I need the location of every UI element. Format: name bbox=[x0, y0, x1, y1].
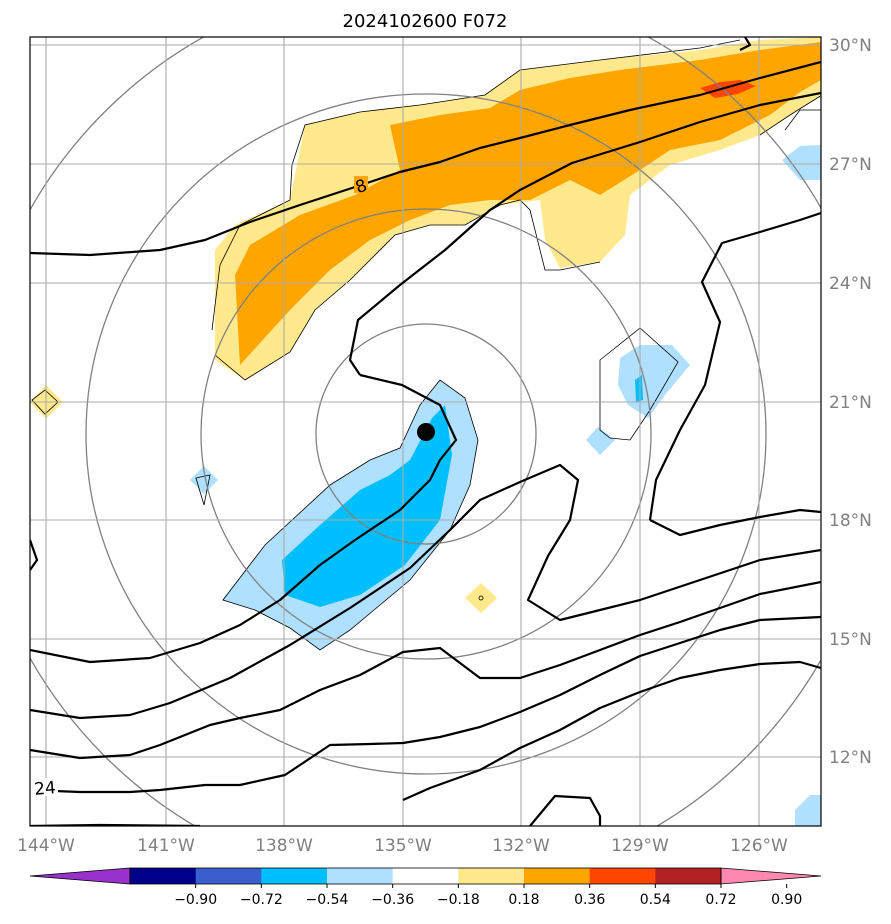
lon-label: 141°W bbox=[137, 836, 195, 856]
latitude-labels: 30°N 27°N 24°N 21°N 18°N 15°N 12°N bbox=[829, 36, 872, 768]
lat-label: 12°N bbox=[829, 748, 872, 768]
colorbar-tick-label: −0.18 bbox=[437, 892, 480, 908]
colorbar-tick-label: 0.54 bbox=[640, 892, 671, 908]
colorbar-outline bbox=[129, 867, 722, 885]
colorbar-extend-low bbox=[29, 867, 131, 885]
colorbar-tick-label: −0.54 bbox=[306, 892, 349, 908]
colorbar-segment bbox=[130, 868, 197, 884]
colorbar-tick-label: −0.90 bbox=[174, 892, 217, 908]
lon-label: 129°W bbox=[611, 836, 669, 856]
map-border bbox=[29, 36, 822, 827]
range-rings bbox=[30, 37, 821, 826]
colorbar-extend-high bbox=[720, 867, 822, 885]
colorbar-segment bbox=[327, 868, 394, 884]
colorbar: −0.90 −0.72 −0.54 −0.36 −0.18 0.18 0.36 0.54 0.7… bbox=[29, 867, 822, 908]
lon-label: 126°W bbox=[730, 836, 788, 856]
contour-label-24: 24 bbox=[33, 778, 56, 800]
longitude-labels: 144°W 141°W 138°W 135°W 132°W 129°W 126°… bbox=[17, 836, 788, 856]
colorbar-tick-label: −0.36 bbox=[371, 892, 414, 908]
lat-label: 30°N bbox=[829, 36, 872, 56]
colorbar-segment bbox=[524, 868, 591, 884]
colorbar-segment bbox=[261, 868, 328, 884]
negative-anomaly-cyan bbox=[282, 405, 452, 607]
colorbar-tick-label: −0.72 bbox=[240, 892, 283, 908]
lat-label: 15°N bbox=[829, 630, 872, 650]
map-area bbox=[30, 37, 821, 826]
lon-label: 144°W bbox=[17, 836, 75, 856]
lon-label: 132°W bbox=[492, 836, 550, 856]
colorbar-segment bbox=[589, 868, 656, 884]
colorbar-tick-label: 0.72 bbox=[705, 892, 736, 908]
colorbar-segment bbox=[655, 868, 722, 884]
lat-label: 21°N bbox=[829, 393, 872, 413]
lat-label: 18°N bbox=[829, 511, 872, 531]
map-title: 2024102600 F072 bbox=[343, 11, 508, 32]
colorbar-segment bbox=[458, 868, 525, 884]
colorbar-tick-label: 0.36 bbox=[574, 892, 605, 908]
positive-anomaly-red bbox=[700, 80, 756, 98]
lat-label: 24°N bbox=[829, 274, 872, 294]
colorbar-tick-label: 0.18 bbox=[508, 892, 539, 908]
colorbar-tick-label: 0.90 bbox=[771, 892, 802, 908]
positive-anomaly-orange bbox=[235, 42, 821, 365]
lon-label: 135°W bbox=[374, 836, 432, 856]
colorbar-segment bbox=[195, 868, 262, 884]
storm-center-marker bbox=[417, 423, 435, 441]
lon-label: 138°W bbox=[255, 836, 313, 856]
colorbar-segment bbox=[392, 868, 459, 884]
lat-label: 27°N bbox=[829, 155, 872, 175]
